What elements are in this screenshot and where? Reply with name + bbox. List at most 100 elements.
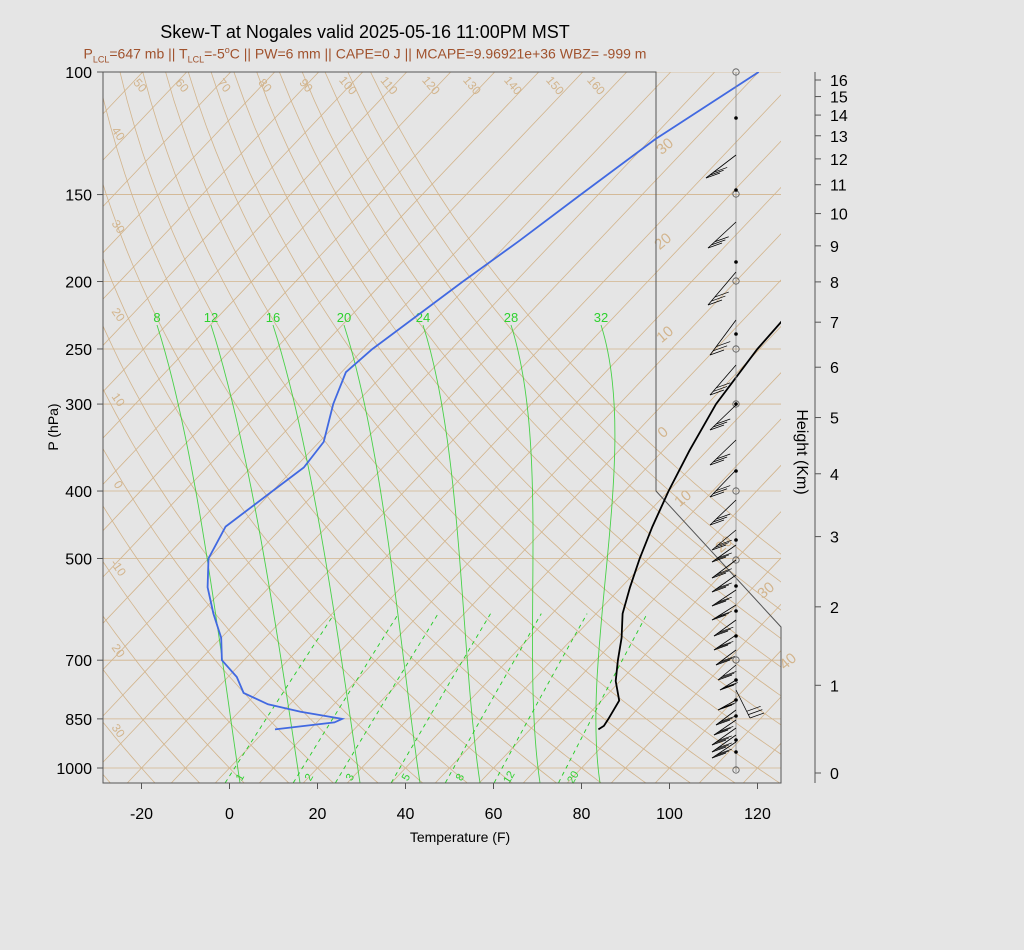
wind-barb-feather [717,539,732,546]
isotherm-line [831,72,1024,783]
moist-adiabat [156,324,241,783]
wind-barb-feather [714,750,729,757]
isotherm-line [523,511,781,783]
mixing-ratio-top-label: 8 [153,310,160,325]
y-tick-label: 250 [65,342,92,359]
x-tick-label: -20 [130,806,153,823]
wind-barb-feather [713,456,728,463]
mixing-ratio-line [224,613,335,783]
adiabat-left-label: 0 [111,478,126,492]
wind-marker-circle [732,766,740,774]
wind-barb-feather [717,552,732,559]
dry-adiabat [103,447,379,783]
wind-marker-dot [734,750,738,754]
wind-marker-dot [734,332,738,336]
wind-barb-shaft [711,529,737,551]
isotherm-label: 80 [255,76,275,95]
mixing-ratio-bottom-label: 8 [454,772,467,783]
wind-barb-feather [714,612,729,619]
mixing-ratio-line [445,613,542,783]
wind-barb-feather [717,582,732,589]
wind-barb-shaft [713,619,737,637]
wind-barb-shaft [707,271,737,306]
isotherm-line [103,72,187,161]
wind-barb-feather [711,544,727,551]
dry-adiabat [165,72,735,783]
wind-barb-feather [711,752,727,759]
wind-barb-feather [717,611,732,617]
wind-barb-feather [715,659,731,666]
wind-barb-feather [707,299,723,306]
moist-adiabat [210,324,301,783]
wind-barb-feather [711,239,726,246]
wind-barb-feather [714,584,729,591]
mixing-ratio-top-label: 16 [266,310,280,325]
isotherm-line [103,72,451,439]
isotherm-line [259,233,781,783]
wind-marker-circle [732,68,740,76]
wind-barb-feather [717,596,732,603]
mixing-ratio-top-label: 12 [204,310,218,325]
y-tick-label: 200 [65,275,92,292]
wind-marker-circle [732,345,740,353]
isotherm-line [479,464,781,783]
isotherm-line [103,72,275,254]
height-tick-label: 5 [830,411,839,428]
profile-lines [206,72,781,731]
dewpoint-line [206,72,760,731]
wind-barb-shaft [711,559,737,579]
wind-barb-feather [714,737,729,744]
wind-barb-feather [711,614,727,621]
dry-adiabat [142,72,691,783]
adiabat-left-label: 40 [109,124,128,143]
wind-marker-circle [732,487,740,495]
tlcl-sub: LCL [187,54,205,65]
height-tick-label: 7 [830,315,839,332]
dry-adiabat [103,721,155,783]
x-axis-title: Temperature (F) [410,829,510,845]
height-tick-label: 10 [830,207,848,224]
isotherm-line [567,557,781,783]
height-tick-label: 11 [830,178,847,195]
wind-barb-feather [714,542,729,548]
wind-barb-shaft [735,689,751,719]
dry-adiabat [103,560,289,783]
moist-adiabat [595,324,616,783]
isotherm-line [303,279,781,783]
isotherm-label: 70 [214,76,234,95]
wind-barb-feather [711,600,727,607]
moist-adiabat [510,324,541,783]
mixing-ratio-bottom-label: 20 [565,769,582,786]
wind-barb-shaft [709,404,737,431]
isotherm-line [103,72,495,485]
dry-adiabat [103,615,245,783]
dry-adiabat [103,257,512,783]
dry-adiabat [370,72,781,555]
wind-barb-feather [719,726,734,732]
wind-barb-feather [714,598,729,605]
wind-marker-dot [734,260,738,264]
mixing-ratio-bottom-label: 5 [400,772,413,783]
mixing-ratio-bottom-label: 2 [303,772,316,783]
wind-barb-feather [722,671,737,677]
isotherm-right-label: 0 [654,423,671,441]
dry-adiabat [210,72,781,755]
isotherm-label: 130 [460,73,484,98]
wind-marker-dot [734,402,738,406]
isotherm-right-label: 20 [651,230,675,254]
x-tick-label: 120 [744,806,771,823]
wind-marker-circle [732,556,740,564]
isotherm-line [103,72,671,671]
mixing-ratio-top-label: 32 [594,310,608,325]
isotherm-line [103,72,539,532]
isotherm-label: 100 [336,73,360,98]
dry-adiabat [324,72,781,611]
isotherm-right-label: 10 [653,323,677,347]
dry-adiabat [119,72,646,783]
wind-barb-feather [709,519,725,526]
mixing-ratio-top-label: 28 [504,310,518,325]
height-axis-title: Height (Km) [793,409,810,494]
isotherm-line [103,72,627,624]
wind-barb-feather [709,349,725,356]
